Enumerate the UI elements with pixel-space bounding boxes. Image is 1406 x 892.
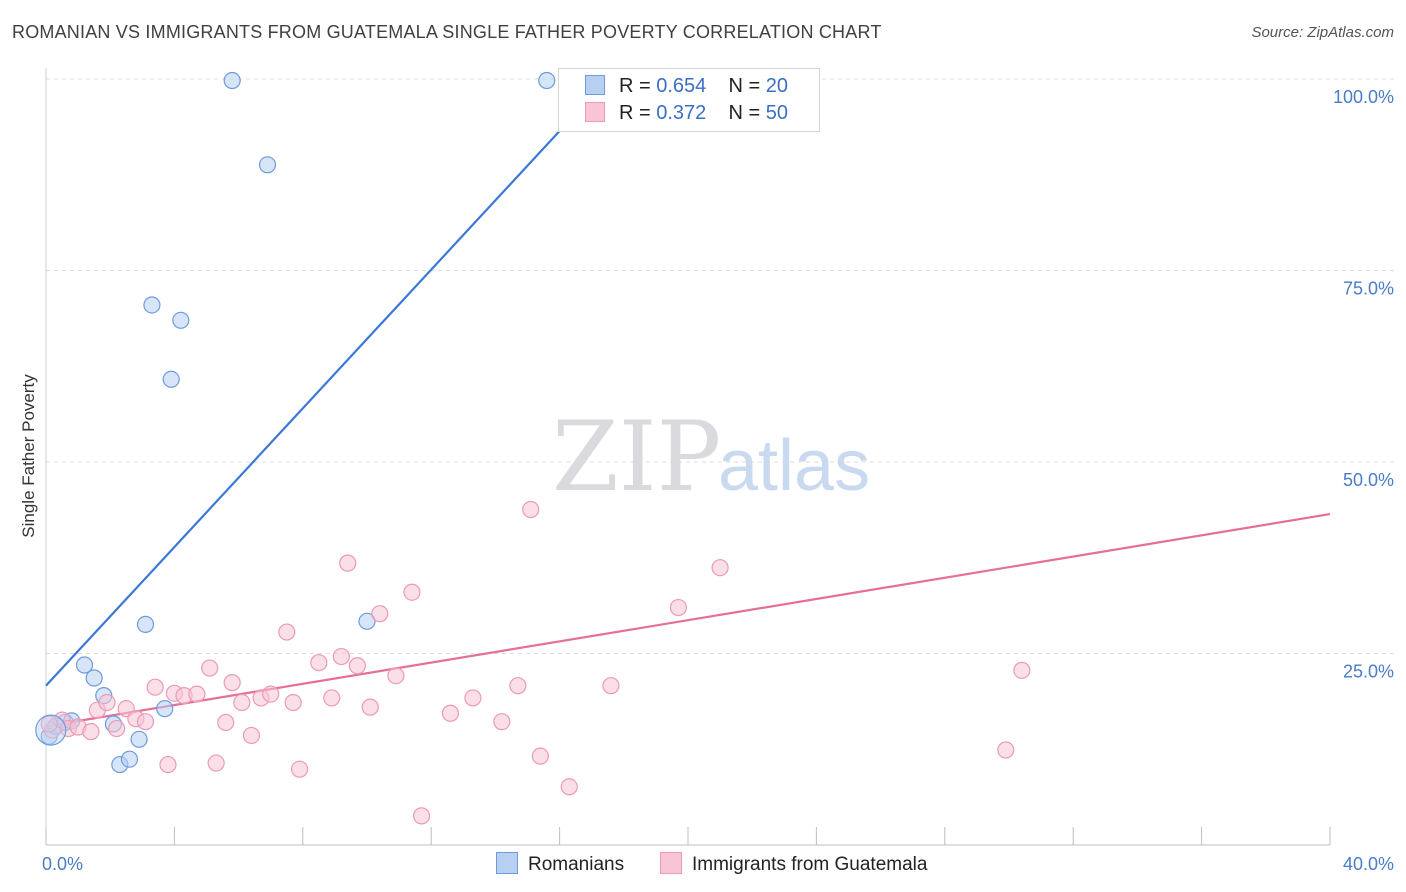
romanian-point — [85, 669, 103, 687]
guatemala-point — [403, 583, 421, 601]
romanian-point — [538, 71, 556, 90]
guatemala-point — [233, 693, 251, 712]
legend-n-value: 20 — [765, 75, 789, 97]
chart-source: Source: ZipAtlas.com — [1251, 24, 1394, 41]
guatemala-point — [441, 704, 460, 722]
guatemala-point — [310, 654, 328, 672]
guatemala-point — [278, 623, 296, 641]
bottom-legend-label: Romanians — [528, 854, 625, 875]
gridlines — [46, 78, 1394, 654]
y-tick-label: 50.0% — [1343, 470, 1394, 490]
guatemala-point — [387, 667, 405, 685]
guatemala-point — [531, 747, 549, 765]
bottom-legend-romanians: Romanians — [496, 852, 624, 876]
romanian-point — [136, 615, 155, 633]
guatemala-point — [412, 807, 431, 825]
bottom-legend-swatch-pink — [660, 852, 682, 874]
legend-row-romanians: R = 0.654 N = 20 — [585, 75, 788, 99]
watermark-zip: ZIP — [552, 401, 721, 513]
romanian-point — [120, 750, 139, 768]
guatemala-point — [711, 559, 729, 577]
romanian-cluster-point — [35, 714, 67, 746]
guatemala-point — [339, 554, 357, 572]
romanian-point — [258, 156, 277, 174]
legend-swatch-blue — [585, 75, 605, 95]
guatemala-point — [560, 778, 578, 796]
legend-swatch-pink — [585, 102, 605, 122]
guatemala-point — [201, 659, 219, 677]
romanian-point — [162, 370, 180, 388]
legend-n-label: N = — [728, 75, 766, 97]
guatemala-point — [669, 598, 687, 617]
guatemala-point — [82, 723, 100, 741]
romanian-point — [172, 311, 190, 329]
romanian-point — [223, 71, 241, 90]
data-points — [35, 71, 1031, 825]
guatemala-point — [223, 674, 241, 692]
guatemala-point — [371, 605, 389, 623]
guatemala-point — [522, 500, 540, 519]
legend-n-label: N = — [728, 102, 766, 124]
romanian-point — [130, 730, 148, 748]
guatemala-point — [332, 647, 350, 666]
guatemala-point — [290, 760, 309, 778]
guatemala-point — [348, 657, 366, 675]
legend-n-value: 50 — [765, 102, 789, 124]
y-axis-label: Single Father Poverty — [19, 374, 38, 538]
x-tick-label: 40.0% — [1343, 854, 1394, 874]
guatemala-point — [602, 677, 620, 695]
guatemala-point — [997, 741, 1015, 759]
guatemala-point — [40, 715, 58, 733]
x-tick-label: 0.0% — [42, 854, 83, 874]
guatemala-point — [1013, 661, 1031, 679]
legend-r-value: 0.654 — [656, 75, 707, 97]
romanian-point — [143, 296, 161, 314]
y-tick-label: 25.0% — [1343, 662, 1394, 682]
guatemala-point — [323, 689, 341, 707]
legend-r-label: R = — [619, 75, 657, 97]
romanian-point — [358, 612, 376, 630]
guatemala-point — [242, 726, 261, 745]
guatemala-point — [146, 678, 164, 696]
guatemala-point — [361, 698, 379, 716]
guatemala-point — [159, 755, 177, 774]
guatemala-point — [509, 677, 527, 695]
watermark-atlas: atlas — [718, 426, 870, 506]
bottom-legend-guatemala: Immigrants from Guatemala — [660, 852, 927, 876]
romanian-point — [75, 656, 94, 674]
guatemala-point — [493, 713, 511, 731]
legend-row-guatemala: R = 0.372 N = 50 — [585, 102, 788, 126]
axis-labels: 25.0% 50.0% 75.0% 100.0% 0.0% 40.0% — [42, 87, 1394, 874]
guatemala-point — [262, 685, 280, 703]
romanian-trend-line — [45, 78, 609, 687]
bottom-legend-swatch-blue — [496, 852, 518, 874]
guatemala-point — [217, 713, 235, 732]
stats-legend: R = 0.654 N = 20 R = 0.372 N = 50 — [558, 68, 820, 132]
y-tick-label: 100.0% — [1333, 87, 1394, 107]
guatemala-point — [108, 719, 126, 738]
guatemala-point — [136, 713, 155, 731]
guatemala-point — [207, 754, 225, 772]
guatemala-point — [284, 693, 302, 712]
bottom-legend-label: Immigrants from Guatemala — [692, 854, 928, 875]
legend-r-value: 0.372 — [656, 102, 707, 124]
y-tick-label: 75.0% — [1343, 279, 1394, 299]
chart-title: ROMANIAN VS IMMIGRANTS FROM GUATEMALA SI… — [12, 22, 882, 42]
romanian-point — [156, 700, 174, 718]
guatemala-point — [464, 689, 482, 707]
guatemala-point — [188, 685, 206, 703]
legend-r-label: R = — [619, 102, 657, 124]
guatemala-trend-line — [45, 513, 1331, 728]
guatemala-point — [98, 693, 116, 712]
